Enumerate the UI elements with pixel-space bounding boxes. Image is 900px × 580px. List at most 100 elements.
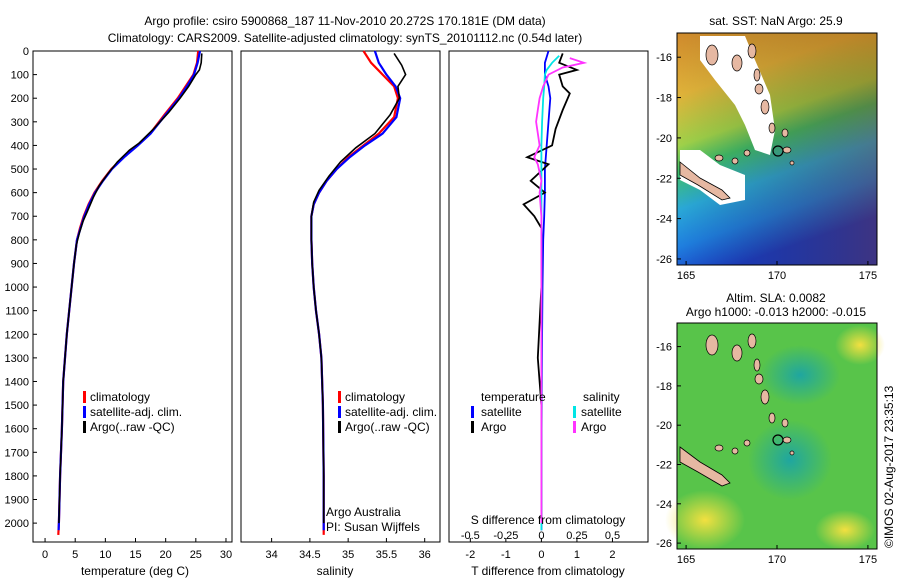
- temperature-tick-label: 20: [160, 549, 172, 561]
- legend-argo: Argo(..raw -QC): [90, 420, 175, 434]
- sla-map: Altim. SLA: 0.0082 Argo h1000: -0.013 h2…: [656, 291, 885, 566]
- depth-tick-label: 300: [11, 117, 29, 129]
- depth-tick-label: 1200: [5, 329, 29, 341]
- latitude-tick-label: -26: [656, 254, 672, 266]
- island: [731, 447, 739, 455]
- annotation-argo-australia: Argo Australia: [326, 505, 401, 519]
- legend-swatch-satellite: [338, 406, 341, 418]
- temperature-tick-label: 30: [220, 549, 232, 561]
- legend-climatology: climatology: [345, 390, 405, 404]
- sst-map-title: sat. SST: NaN Argo: 25.9: [709, 14, 843, 28]
- depth-tick-label: 600: [11, 188, 29, 200]
- series-line-s-argo: [533, 57, 588, 524]
- depth-axis: 0 100 200 300 400 500 600 700 800 900 1000 1100 1200…: [5, 46, 453, 530]
- temperature-legend: climatology satellite-adj. clim. Argo(..…: [83, 390, 182, 434]
- latitude-tick-label: -26: [656, 538, 672, 550]
- s-difference-tick-label: 0: [538, 530, 544, 542]
- longitude-tick-label: 170: [768, 270, 786, 282]
- island: [747, 333, 757, 349]
- legend-satellite: satellite-adj. clim.: [90, 405, 182, 419]
- salinity-axis: 34 34.5 35 35.5 36: [265, 538, 431, 561]
- island: [781, 418, 789, 428]
- legend-swatch-argo: [83, 421, 86, 433]
- legend-t-satellite: satellite: [481, 405, 522, 419]
- island: [753, 68, 761, 82]
- temperature-tick-label: 15: [129, 549, 141, 561]
- longitude-tick-label: 170: [768, 554, 786, 566]
- temperature-lines: [57, 50, 203, 535]
- temperature-panel: 0100200300400500600700800900100011001200…: [5, 46, 453, 578]
- series-line-argo: [58, 53, 203, 524]
- island: [760, 389, 770, 405]
- salinity-lines: [310, 50, 407, 535]
- sla-anomaly: [665, 490, 745, 550]
- depth-tick-label: 1900: [5, 495, 29, 507]
- legend-s-argo: Argo: [581, 420, 607, 434]
- legend-climatology: climatology: [90, 390, 150, 404]
- depth-tick-label: 800: [11, 235, 29, 247]
- island: [781, 128, 789, 138]
- latitude-tick-label: -22: [656, 459, 672, 471]
- island: [714, 444, 724, 452]
- depth-tick-label: 1300: [5, 353, 29, 365]
- s-difference-tick-label: -0.5: [461, 530, 480, 542]
- credit-text: ©IMOS 02-Aug-2017 23:35:13: [882, 385, 896, 548]
- depth-tick-label: 2000: [5, 518, 29, 530]
- depth-tick-label: 1600: [5, 424, 29, 436]
- vanuatu-islands: [705, 43, 795, 166]
- sst-map: sat. SST: NaN Argo: 25.9 165 170 175 -16 -18…: [656, 14, 878, 282]
- sla-map-title1: Altim. SLA: 0.0082: [726, 291, 826, 305]
- salinity-tick-label: 36: [419, 549, 431, 561]
- legend-swatch-t-argo: [471, 421, 474, 433]
- difference-tick-label: -1: [501, 549, 511, 561]
- legend-s-satellite: satellite: [581, 405, 622, 419]
- island: [731, 54, 743, 72]
- legend-swatch-argo: [338, 421, 341, 433]
- legend-argo: Argo(..raw -QC): [345, 420, 430, 434]
- island: [743, 439, 751, 447]
- island: [747, 43, 757, 59]
- difference-tick-label: 1: [574, 549, 580, 561]
- salinity-panel: 34 34.5 35 35.5 36 salinity climatology sate…: [240, 50, 441, 578]
- latitude-tick-label: -20: [656, 133, 672, 145]
- depth-tick-label: 100: [11, 70, 29, 82]
- sla-anomaly: [835, 325, 885, 365]
- sla-map-title2: Argo h1000: -0.013 h2000: -0.015: [686, 305, 866, 319]
- island: [782, 146, 792, 154]
- legend-swatch-climatology: [338, 391, 341, 403]
- island: [731, 157, 739, 165]
- legend-t-argo: Argo: [481, 420, 507, 434]
- depth-tick-label: 0: [23, 46, 29, 58]
- latitude-tick-label: -22: [656, 173, 672, 185]
- island: [760, 99, 770, 115]
- legend-satellite: satellite-adj. clim.: [345, 405, 437, 419]
- latitude-tick-label: -16: [656, 52, 672, 64]
- island: [789, 450, 795, 456]
- land-new-caledonia: [679, 446, 731, 487]
- depth-tick-label: 900: [11, 258, 29, 270]
- latitude-tick-label: -24: [656, 214, 672, 226]
- depth-tick-label: 1500: [5, 400, 29, 412]
- island: [753, 358, 761, 372]
- depth-tick-label: 1100: [5, 306, 29, 318]
- argo-position-marker: [772, 145, 784, 157]
- title-line2: Climatology: CARS2009. Satellite-adjuste…: [108, 31, 582, 45]
- depth-tick-label: 1400: [5, 376, 29, 388]
- island: [789, 160, 795, 166]
- longitude-tick-label: 175: [859, 270, 877, 282]
- island: [714, 154, 724, 162]
- island: [782, 436, 792, 444]
- annotation-pi: PI: Susan Wijffels: [326, 520, 420, 534]
- s-difference-tick-label: -0.25: [493, 530, 518, 542]
- argo-position-marker: [772, 434, 784, 446]
- latitude-tick-label: -18: [656, 93, 672, 105]
- difference-tick-label: 2: [609, 549, 615, 561]
- depth-tick-label: 500: [11, 164, 29, 176]
- legend-salinity: salinity: [583, 390, 620, 404]
- title-line1: Argo profile: csiro 5900868_187 11-Nov-2…: [144, 14, 545, 28]
- latitude-tick-label: -18: [656, 381, 672, 393]
- island: [705, 334, 719, 356]
- sla-anomaly: [815, 510, 875, 550]
- island: [754, 83, 764, 95]
